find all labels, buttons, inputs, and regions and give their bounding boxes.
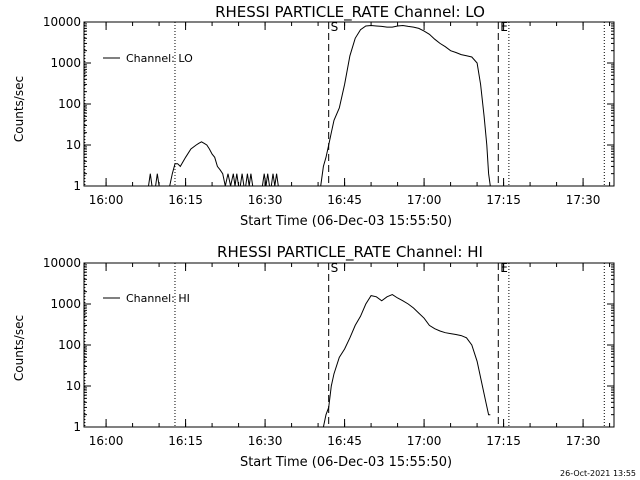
y-tick-label: 10 xyxy=(66,138,81,152)
y-tick-label: 100 xyxy=(58,97,81,111)
y-tick-label: 1000 xyxy=(50,56,81,70)
y-tick-label: 100 xyxy=(58,338,81,352)
x-tick-label: 16:15 xyxy=(168,434,203,448)
plot-frame xyxy=(83,262,615,428)
x-tick-label: 17:15 xyxy=(486,193,521,207)
plot-area: SE11010010001000016:0016:1516:3016:4517:… xyxy=(43,15,615,207)
panel-lo: RHESSI PARTICLE_RATE Channel: LO Counts/… xyxy=(12,3,615,229)
y-axis-label: Counts/sec xyxy=(12,315,26,381)
y-tick-label: 1 xyxy=(73,179,81,193)
y-tick-label: 1000 xyxy=(50,297,81,311)
x-tick-label: 16:45 xyxy=(327,193,362,207)
x-axis-label: Start Time (06-Dec-03 15:55:50) xyxy=(240,214,452,229)
series-line xyxy=(322,294,491,428)
plot-area: SE11010010001000016:0016:1516:3016:4517:… xyxy=(43,256,615,448)
x-tick-label: 16:00 xyxy=(89,193,124,207)
x-tick-label: 17:30 xyxy=(566,434,601,448)
x-tick-label: 17:00 xyxy=(407,193,442,207)
y-tick-label: 1 xyxy=(73,420,81,434)
panel-hi: RHESSI PARTICLE_RATE Channel: HI Counts/… xyxy=(12,243,615,470)
legend: Channel: LO xyxy=(103,52,193,65)
legend: Channel: HI xyxy=(103,292,190,305)
x-tick-label: 16:15 xyxy=(168,193,203,207)
x-tick-label: 17:15 xyxy=(486,434,521,448)
chart-title: RHESSI PARTICLE_RATE Channel: HI xyxy=(217,243,483,262)
y-tick-label: 10000 xyxy=(43,256,81,270)
timestamp: 26-Oct-2021 13:55 xyxy=(560,469,636,478)
y-axis-label: Counts/sec xyxy=(12,76,26,142)
plot-frame xyxy=(83,21,615,187)
legend-label: Channel: HI xyxy=(126,292,190,305)
x-tick-label: 17:00 xyxy=(407,434,442,448)
x-tick-label: 17:30 xyxy=(566,193,601,207)
marker-label: S xyxy=(331,20,339,34)
x-tick-label: 16:30 xyxy=(248,193,283,207)
y-tick-label: 10000 xyxy=(43,15,81,29)
y-tick-label: 10 xyxy=(66,379,81,393)
x-tick-label: 16:30 xyxy=(248,434,283,448)
x-tick-label: 16:00 xyxy=(89,434,124,448)
legend-label: Channel: LO xyxy=(126,52,193,65)
x-tick-label: 16:45 xyxy=(327,434,362,448)
chart-title: RHESSI PARTICLE_RATE Channel: LO xyxy=(215,3,485,22)
series-line xyxy=(148,24,491,187)
x-axis-label: Start Time (06-Dec-03 15:55:50) xyxy=(240,455,452,470)
marker-label: S xyxy=(331,261,339,275)
